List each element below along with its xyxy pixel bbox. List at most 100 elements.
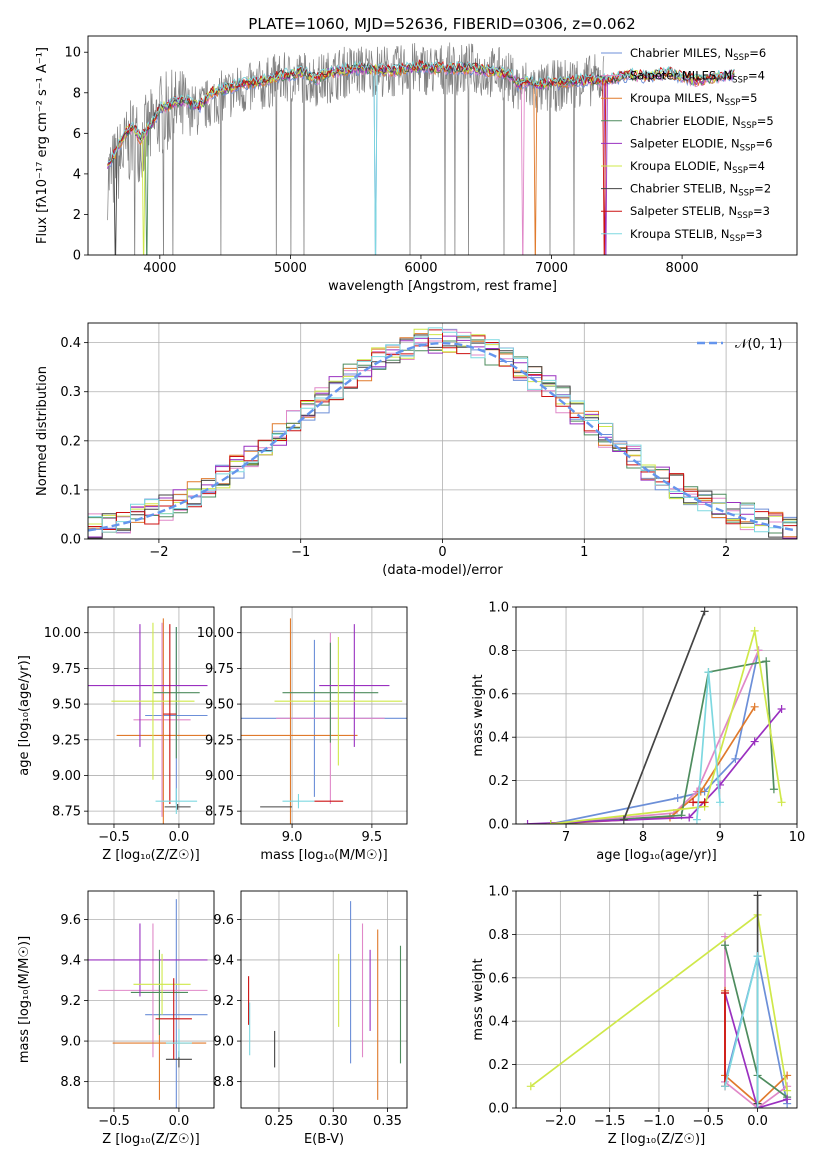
x-tick-label: 1 xyxy=(580,545,588,560)
y-tick-label: 9.50 xyxy=(52,698,81,713)
y-tick-label: 0.1 xyxy=(60,483,81,498)
y-tick-label: 9.4 xyxy=(60,953,81,968)
mass-weight-marker xyxy=(673,793,682,802)
x-tick-label: −2 xyxy=(149,545,168,560)
y-tick-label: 9.25 xyxy=(205,733,234,748)
x-tick-label: 0.0 xyxy=(169,830,190,845)
x-tick-label: −0.5 xyxy=(98,1114,130,1129)
y-tick-label: 0.4 xyxy=(60,336,81,351)
legend-n-subscript: SSP xyxy=(741,121,757,131)
x-tick-label: 0.0 xyxy=(747,1114,768,1129)
mass-weight-marker xyxy=(721,941,730,950)
mass-weight-marker xyxy=(783,1086,792,1095)
y-tick-label: 6 xyxy=(73,127,81,142)
mass-weight-series-line xyxy=(527,708,783,824)
y-tick-label: 9.75 xyxy=(205,662,234,677)
legend-model-name: Kroupa MILES xyxy=(630,91,709,105)
y-tick-label: 9.00 xyxy=(205,769,234,784)
y-tick-label: 0.6 xyxy=(488,971,509,986)
mass-weight-marker xyxy=(783,1095,792,1104)
legend-n-prefix: , N xyxy=(725,114,741,128)
mass-weight-marker xyxy=(750,626,759,635)
x-tick-label: 10 xyxy=(789,830,806,845)
legend-model-name: Kroupa ELODIE xyxy=(630,159,716,173)
mass-weight-marker xyxy=(692,815,701,824)
x-tick-label: 7 xyxy=(562,830,570,845)
y-tick-label: 0.0 xyxy=(488,818,509,833)
x-tick-label: −1 xyxy=(291,545,310,560)
age-vs-metallicity-panel: −0.5 0.0 8.75 9.00 9.25 9.50 9.75 10.00 Z [log₁₀… xyxy=(17,606,215,863)
y-tick-label: 9.0 xyxy=(213,1035,234,1050)
legend-n-value: 3 xyxy=(763,204,770,218)
x-tick-label: 8 xyxy=(639,830,647,845)
y-tick-label: 8.75 xyxy=(52,805,81,820)
y-axis-label: age [log₁₀(age/yr)] xyxy=(17,655,32,776)
y-tick-label: 9.2 xyxy=(213,994,234,1009)
x-tick-label: 0.30 xyxy=(319,1114,348,1129)
legend-n-value: 4 xyxy=(758,159,765,173)
legend-n-prefix: , N xyxy=(724,136,740,150)
x-tick-label: 0 xyxy=(438,545,446,560)
y-tick-label: 10.00 xyxy=(44,626,81,641)
x-tick-label: −1.0 xyxy=(643,1114,675,1129)
legend-n-eq: = xyxy=(749,46,759,60)
legend-n-subscript: SSP xyxy=(737,211,753,221)
mass-weight-marker xyxy=(721,1082,730,1091)
y-tick-label: 10.00 xyxy=(197,626,234,641)
x-axis-label: mass [log₁₀(M/M☉)] xyxy=(260,848,387,863)
y-tick-label: 0.3 xyxy=(60,385,81,400)
residual-histogram-panel: −2 −1 0 1 2 0.0 0.1 0.2 0.3 0.4 (data-model)/error… xyxy=(35,322,798,578)
mass-weight-series-line xyxy=(550,630,783,824)
legend-model-name: Chabrier MILES xyxy=(630,46,717,60)
mass-weight-series-line xyxy=(724,955,788,1104)
y-tick-label: 0.2 xyxy=(488,1058,509,1073)
y-tick-label: 10 xyxy=(64,46,81,61)
legend-model-name: Salpeter MILES xyxy=(630,69,716,83)
y-tick-label: 0.2 xyxy=(60,434,81,449)
legend-label: Kroupa MILES, NSSP=5 xyxy=(630,91,757,108)
x-tick-label: −2.0 xyxy=(545,1114,577,1129)
legend-model-name: Chabrier STELIB xyxy=(630,182,722,196)
x-tick-label: 0.35 xyxy=(373,1114,402,1129)
legend-model-name: Salpeter STELIB xyxy=(630,204,721,218)
y-tick-label: 8.8 xyxy=(60,1075,81,1090)
x-tick-label: 9 xyxy=(716,830,724,845)
mass-weight-marker xyxy=(523,820,532,824)
legend-model-name: Chabrier ELODIE xyxy=(630,114,725,128)
y-tick-label: 2 xyxy=(73,208,81,223)
legend-n-prefix: , N xyxy=(722,182,738,196)
axes-frame xyxy=(87,890,215,1109)
legend-label: Chabrier ELODIE, NSSP=5 xyxy=(630,114,774,131)
x-axis-label: Z [log₁₀(Z/Z☉)] xyxy=(102,848,199,863)
x-tick-label: 5000 xyxy=(274,261,307,276)
y-tick-label: 9.50 xyxy=(205,698,234,713)
y-axis-label: Flux [fλ10⁻¹⁷ erg cm⁻² s⁻¹ A⁻¹] xyxy=(35,47,50,244)
x-tick-label: 0.0 xyxy=(169,1114,190,1129)
mass-weight-marker xyxy=(731,754,740,763)
legend-n-eq: = xyxy=(745,227,755,241)
x-axis-label: (data-model)/error xyxy=(382,563,503,578)
mass-weight-series-line xyxy=(550,650,760,824)
y-tick-label: 9.6 xyxy=(213,913,234,928)
mass-weight-vs-metallicity-panel: −2.0 −1.5 −1.0 −0.5 0.0 0.0 0.2 0.4 0.6 0.8 1.0 Z [… xyxy=(471,885,798,1147)
x-axis-label: Z [log₁₀(Z/Z☉)] xyxy=(102,1132,199,1147)
axes-frame xyxy=(240,890,408,1109)
y-tick-label: 8.75 xyxy=(205,805,234,820)
legend-label: Salpeter ELODIE, NSSP=6 xyxy=(630,136,773,153)
legend-label: Chabrier STELIB, NSSP=2 xyxy=(630,182,771,199)
y-tick-label: 9.6 xyxy=(60,913,81,928)
x-axis-label: Z [log₁₀(Z/Z☉)] xyxy=(608,1132,705,1147)
normal-reference-curve xyxy=(88,341,797,532)
x-tick-label: 0.25 xyxy=(264,1114,293,1129)
legend-n-value: 6 xyxy=(765,136,772,150)
legend-n-value: 2 xyxy=(764,182,771,196)
legend-n-prefix: , N xyxy=(717,46,733,60)
y-tick-label: 9.4 xyxy=(213,953,234,968)
mass-weight-vs-age-panel: 7 8 9 10 0.0 0.2 0.4 0.6 0.8 1.0 age [log₁₀(age/yr… xyxy=(471,601,805,864)
mass-weight-marker xyxy=(716,798,725,807)
mass-weight-marker xyxy=(762,657,771,666)
legend-n-subscript: SSP xyxy=(730,234,746,244)
plot-area xyxy=(88,618,211,824)
mass-weight-marker xyxy=(689,798,698,807)
